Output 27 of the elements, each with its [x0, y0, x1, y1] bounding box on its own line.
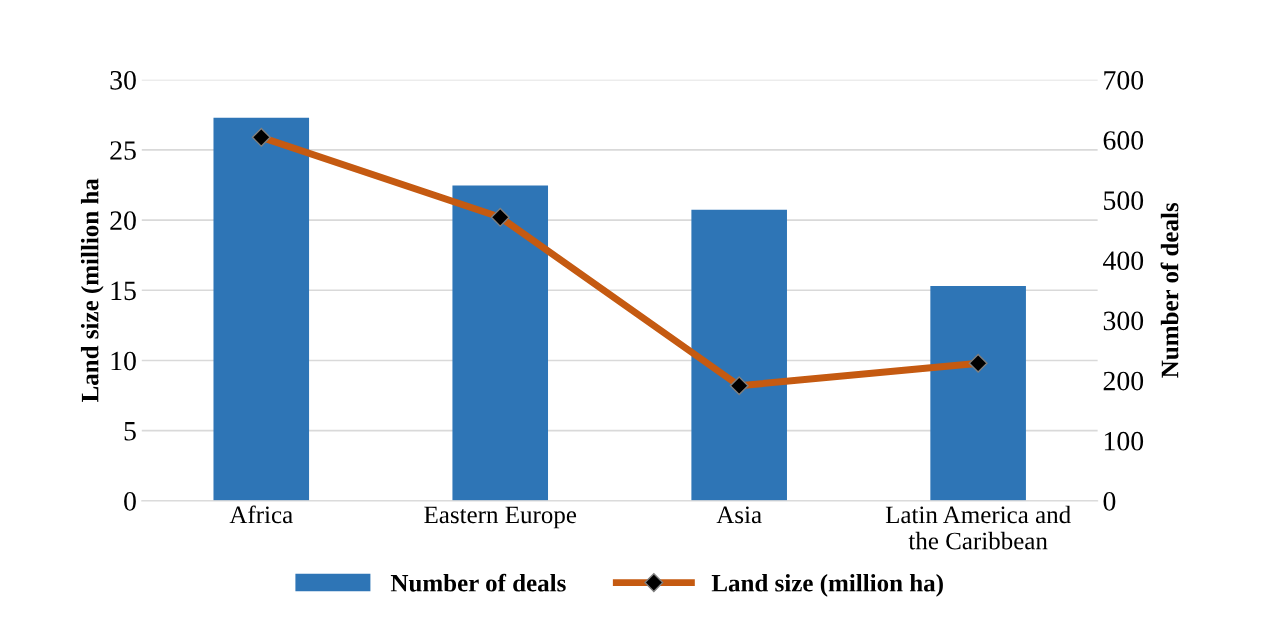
y-tick-label: 15 [111, 281, 136, 301]
y-tick-label: 0 [124, 492, 136, 511]
legend-label: Number of deals [390, 573, 566, 592]
y2-tick-label: 400 [1103, 251, 1144, 271]
y2-tick-label: 200 [1103, 371, 1144, 391]
y-tick-label: 20 [110, 211, 136, 231]
y2-tick-label: 500 [1104, 191, 1144, 210]
bar [452, 185, 549, 501]
y2-axis-title: Number of deals [1160, 202, 1179, 378]
y2-tick-label: 600 [1103, 131, 1144, 150]
y2-tick-label: 0 [1103, 492, 1116, 511]
y-axis-title: Land size (million ha [80, 178, 104, 403]
bar [691, 209, 787, 501]
y-tick-label: 5 [124, 422, 136, 441]
y2-tick-label: 700 [1104, 70, 1144, 90]
x-tick-label: Latin America and the Caribbean [885, 505, 1071, 550]
x-tick-label: Asia [716, 506, 762, 524]
y-tick-label: 10 [111, 351, 136, 371]
bar [213, 117, 310, 501]
x-tick-label: Africa [229, 505, 293, 524]
legend-label: Land size (million ha) [711, 574, 943, 597]
y2-tick-label: 300 [1103, 311, 1144, 331]
x-tick-label: Eastern Europe [424, 506, 577, 529]
bar [930, 286, 1026, 501]
y-tick-label: 25 [110, 141, 136, 160]
y2-tick-label: 100 [1104, 431, 1144, 451]
y-tick-label: 30 [110, 70, 136, 90]
